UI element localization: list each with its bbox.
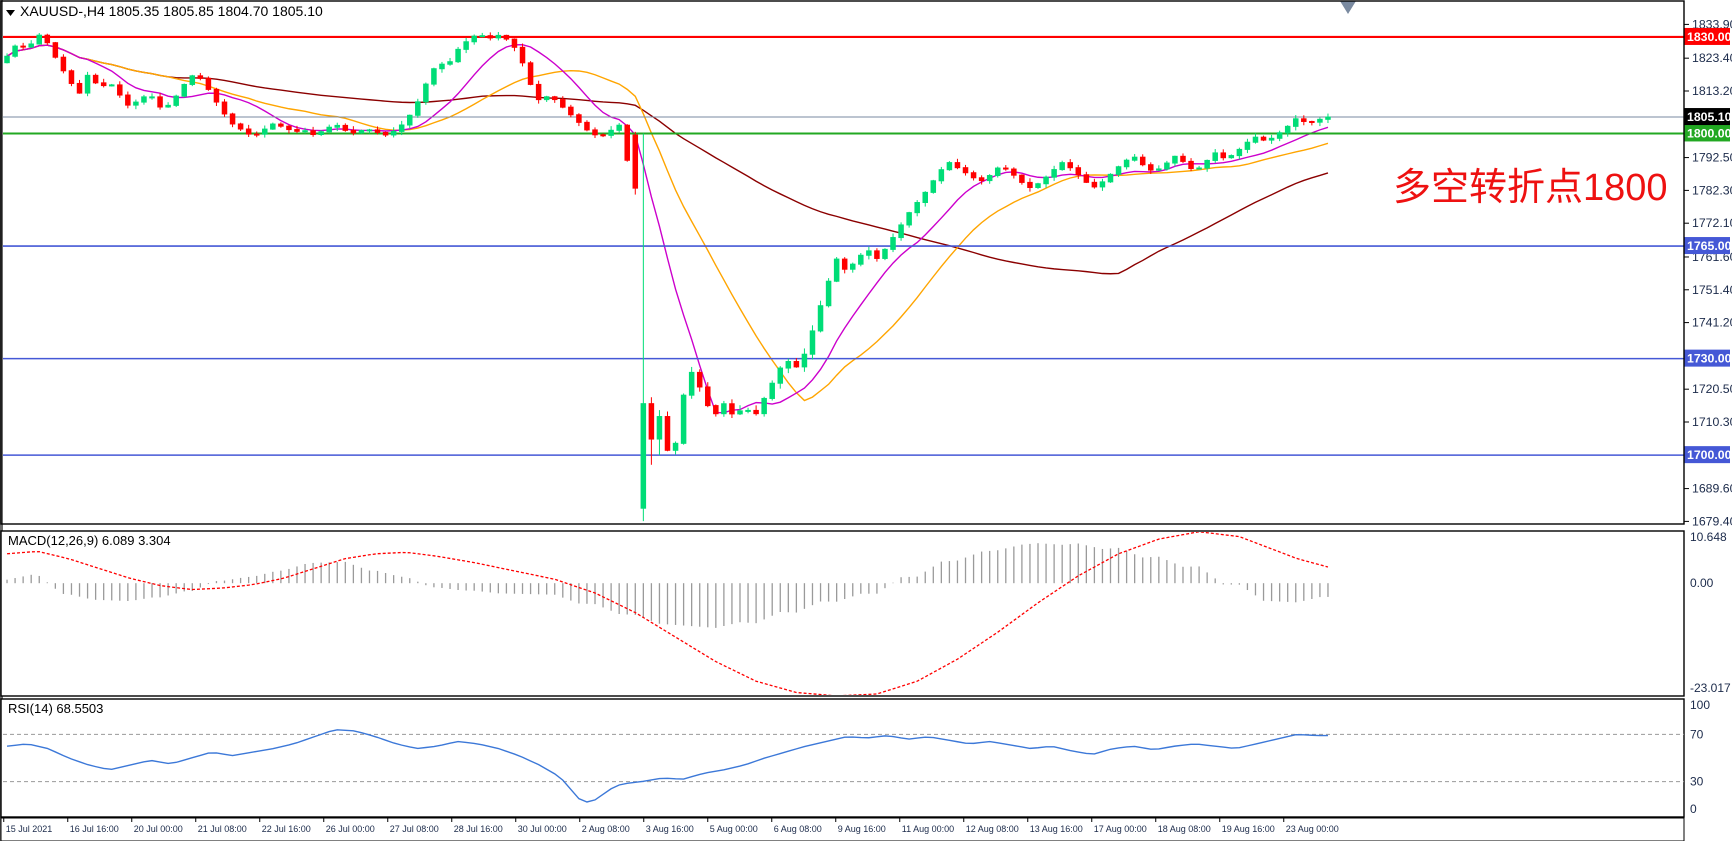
svg-text:30: 30 [1690,775,1704,789]
svg-text:1813.20: 1813.20 [1692,84,1732,98]
svg-text:-23.017: -23.017 [1690,681,1731,695]
svg-text:13 Aug 16:00: 13 Aug 16:00 [1030,824,1083,834]
svg-text:19 Aug 16:00: 19 Aug 16:00 [1222,824,1275,834]
svg-text:XAUUSD-,H4 1805.35 1805.85 18: XAUUSD-,H4 1805.35 1805.85 1804.70 1805.… [20,3,323,19]
svg-text:23 Aug 00:00: 23 Aug 00:00 [1286,824,1339,834]
svg-text:1823.40: 1823.40 [1692,51,1732,65]
svg-text:0.00: 0.00 [1690,576,1714,590]
svg-text:16 Jul 16:00: 16 Jul 16:00 [70,824,119,834]
svg-text:9 Aug 16:00: 9 Aug 16:00 [838,824,886,834]
svg-text:11 Aug 00:00: 11 Aug 00:00 [902,824,954,834]
svg-text:2 Aug 08:00: 2 Aug 08:00 [582,824,630,834]
svg-text:1772.10: 1772.10 [1692,216,1732,230]
svg-text:12 Aug 08:00: 12 Aug 08:00 [966,824,1019,834]
svg-text:18 Aug 08:00: 18 Aug 08:00 [1158,824,1211,834]
svg-text:MACD(12,26,9) 6.089 3.304: MACD(12,26,9) 6.089 3.304 [8,533,171,548]
svg-text:RSI(14) 68.5503: RSI(14) 68.5503 [8,701,103,716]
svg-text:27 Jul 08:00: 27 Jul 08:00 [390,824,439,834]
svg-text:28 Jul 16:00: 28 Jul 16:00 [454,824,503,834]
svg-text:22 Jul 16:00: 22 Jul 16:00 [262,824,311,834]
svg-text:1830.00: 1830.00 [1687,30,1732,44]
svg-text:70: 70 [1690,727,1704,741]
svg-text:15 Jul 2021: 15 Jul 2021 [6,824,53,834]
svg-text:1700.00: 1700.00 [1687,448,1732,462]
svg-text:20 Jul 00:00: 20 Jul 00:00 [134,824,183,834]
svg-text:26 Jul 00:00: 26 Jul 00:00 [326,824,375,834]
svg-text:0: 0 [1690,802,1697,816]
svg-text:1800.00: 1800.00 [1687,126,1732,140]
svg-text:6 Aug 08:00: 6 Aug 08:00 [774,824,822,834]
svg-text:21 Jul 08:00: 21 Jul 08:00 [198,824,247,834]
svg-text:5 Aug 00:00: 5 Aug 00:00 [710,824,758,834]
svg-text:100: 100 [1690,698,1710,712]
svg-text:1741.20: 1741.20 [1692,316,1732,330]
svg-text:10.648: 10.648 [1690,530,1727,544]
svg-text:1710.30: 1710.30 [1692,415,1732,429]
svg-text:1689.60: 1689.60 [1692,482,1732,496]
svg-text:1765.00: 1765.00 [1687,239,1732,253]
svg-text:多空转折点1800: 多空转折点1800 [1393,167,1668,209]
svg-text:1792.50: 1792.50 [1692,151,1732,165]
svg-text:1730.00: 1730.00 [1687,352,1732,366]
svg-text:1782.30: 1782.30 [1692,183,1732,197]
svg-text:17 Aug 00:00: 17 Aug 00:00 [1094,824,1147,834]
svg-text:1720.50: 1720.50 [1692,382,1732,396]
svg-text:3 Aug 16:00: 3 Aug 16:00 [646,824,694,834]
svg-text:1805.10: 1805.10 [1687,110,1732,124]
svg-text:1751.40: 1751.40 [1692,283,1732,297]
svg-text:1679.40: 1679.40 [1692,514,1732,528]
svg-text:30 Jul 00:00: 30 Jul 00:00 [518,824,567,834]
